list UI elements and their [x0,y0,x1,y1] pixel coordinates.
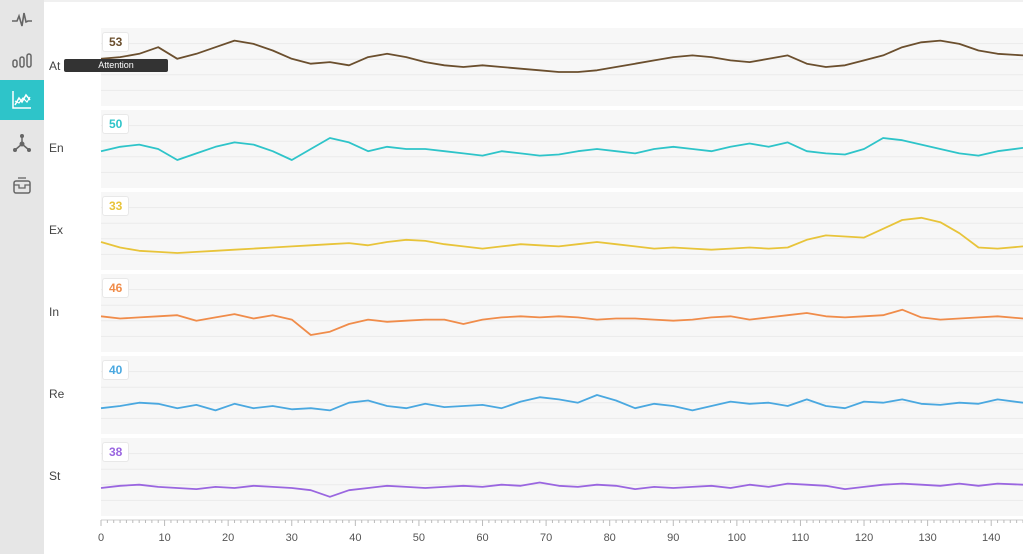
line-chart-plot: 0 10 20 30 40 50 60 70 80 90 100 110 120 130 140 [98,28,1023,544]
series-line-st [100,481,1023,498]
current-value-badge-at: 53 [102,32,130,52]
current-value-badge-ex: 33 [102,196,130,216]
top-border [44,0,1023,2]
x-tick-label: 80 [604,532,616,544]
row-band-at [101,28,1023,106]
row-band-ex [101,192,1023,270]
x-tick-label: 50 [413,532,425,544]
row-band-en [101,110,1023,188]
series-label-en: En [49,141,64,155]
x-tick-label: 110 [792,532,810,544]
series-line-re [100,394,1023,412]
x-tick-label: 0 [98,532,104,544]
series-label-ex: Ex [49,223,64,237]
tooltip: Attention [64,59,168,72]
series-label-re: Re [49,387,65,401]
nav-line-chart-button[interactable] [0,80,44,120]
current-value-badge-in: 46 [102,278,130,298]
current-value-badge-re: 40 [102,360,130,380]
x-tick-label: 140 [982,532,1000,544]
nav-pulse-button[interactable] [0,0,44,40]
row-band-in [101,274,1023,352]
nav-network-button[interactable] [0,124,44,164]
x-tick-label: 130 [918,532,936,544]
row-band-re [101,356,1023,434]
x-tick-label: 70 [540,532,552,544]
line-chart-icon [12,91,31,109]
series-line-at [100,39,1023,73]
network-icon [13,134,31,152]
x-tick-label: 10 [158,532,170,544]
series-line-ex [100,216,1023,254]
current-value-badge-en: 50 [102,114,130,134]
pulse-icon [12,12,32,27]
x-tick-label: 20 [222,532,234,544]
current-value-badge-st: 38 [102,442,130,462]
series-label-at: At [49,59,61,73]
x-tick-label: 120 [855,532,873,544]
x-tick-label: 90 [667,532,679,544]
nav-bar-chart-button[interactable] [0,40,44,80]
chart-area: 0 10 20 30 40 50 60 70 80 90 100 110 120 130 140 At 53 E… [44,0,1023,554]
series-line-en [100,137,1023,161]
series-label-st: St [49,469,61,483]
x-tick-label: 30 [286,532,298,544]
nav-inbox-button[interactable] [0,166,44,206]
inbox-icon [13,177,31,194]
series-line-in [100,308,1023,336]
row-band-st [101,438,1023,516]
series-label-in: In [49,305,60,319]
x-tick-label: 60 [476,532,488,544]
sidebar [0,0,44,554]
x-tick-label: 40 [349,532,361,544]
bar-chart-icon [12,53,32,68]
x-tick-label: 100 [728,532,746,544]
